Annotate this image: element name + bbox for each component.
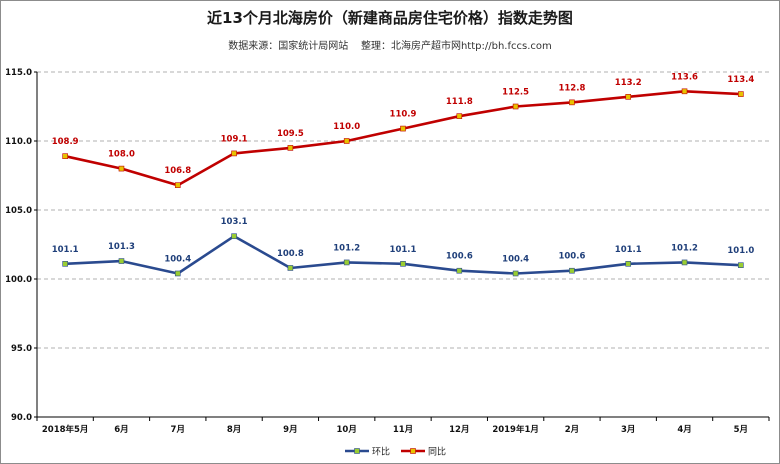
data-label: 110.0 bbox=[333, 122, 360, 132]
series-group: 101.1 101.3 100.4 103.1 100.8 101.2 101.1 100.6… bbox=[52, 72, 754, 277]
x-tick-label: 5月 bbox=[734, 425, 748, 435]
data-label: 101.1 bbox=[615, 245, 642, 255]
data-label: 110.9 bbox=[390, 110, 417, 120]
data-point bbox=[512, 103, 519, 110]
data-point bbox=[174, 270, 181, 277]
x-tick-label: 11月 bbox=[393, 425, 413, 435]
chart-subtitle: 数据来源：国家统计局网站 整理：北海房产超市网http://bh.fccs.co… bbox=[228, 39, 551, 52]
legend-label: 环比 bbox=[372, 446, 390, 458]
data-label: 112.5 bbox=[502, 88, 529, 98]
legend-marker bbox=[410, 448, 416, 454]
data-label: 101.3 bbox=[108, 242, 135, 252]
y-tick-label: 100.0 bbox=[5, 275, 32, 285]
data-label: 109.5 bbox=[277, 129, 304, 139]
x-tick-label: 3月 bbox=[621, 425, 635, 435]
x-tick-labels: 2018年5月 6月 7月 8月 9月 10月 11月 12月 2019年1月 2月 3月 4月 5月 bbox=[42, 424, 748, 435]
x-tick-label: 10月 bbox=[337, 425, 357, 435]
data-point bbox=[287, 145, 294, 151]
chart-title: 近13个月北海房价（新建商品房住宅价格）指数走势图 bbox=[207, 9, 573, 27]
x-tick-label: 6月 bbox=[114, 425, 128, 435]
data-label: 112.8 bbox=[558, 83, 585, 93]
data-label: 113.2 bbox=[615, 78, 642, 88]
legend-item: 同比 bbox=[401, 446, 446, 458]
data-point bbox=[343, 138, 350, 144]
data-point bbox=[512, 270, 519, 277]
y-tick-label: 95.0 bbox=[11, 344, 32, 354]
legend-item: 环比 bbox=[345, 446, 390, 458]
axes bbox=[34, 71, 770, 421]
data-point bbox=[625, 94, 632, 100]
x-tick-label: 2019年1月 bbox=[492, 424, 539, 435]
data-label: 101.1 bbox=[52, 245, 79, 255]
data-label: 100.6 bbox=[558, 252, 585, 262]
data-label: 106.8 bbox=[164, 166, 191, 176]
x-tick-label: 8月 bbox=[227, 425, 241, 435]
data-point bbox=[287, 265, 294, 271]
data-point bbox=[231, 150, 237, 157]
data-label: 101.2 bbox=[333, 243, 360, 253]
y-tick-label: 105.0 bbox=[5, 206, 32, 216]
data-label: 100.8 bbox=[277, 249, 304, 259]
data-point bbox=[231, 233, 237, 240]
data-label: 103.1 bbox=[221, 217, 248, 227]
x-tick-label: 4月 bbox=[677, 425, 691, 435]
series-yoy: 108.9 108.0 106.8 109.1 109.5 110.0 110.9 111.8… bbox=[52, 72, 754, 188]
data-point bbox=[400, 261, 406, 267]
y-tick-label: 110.0 bbox=[5, 137, 32, 147]
data-point bbox=[625, 261, 632, 267]
data-point bbox=[681, 259, 688, 266]
y-tick-labels: 90.0 95.0 100.0 105.0 110.0 115.0 bbox=[5, 68, 32, 423]
data-point bbox=[400, 125, 406, 132]
grid-lines bbox=[37, 71, 769, 349]
data-point bbox=[738, 262, 744, 269]
data-label: 101.0 bbox=[727, 246, 754, 256]
data-label: 108.0 bbox=[108, 150, 135, 160]
data-label: 101.1 bbox=[390, 245, 417, 255]
data-point bbox=[118, 258, 125, 264]
data-point bbox=[738, 91, 744, 97]
data-point bbox=[569, 267, 575, 274]
data-label: 108.9 bbox=[52, 137, 79, 147]
data-point bbox=[343, 259, 350, 266]
data-label: 109.1 bbox=[221, 134, 248, 144]
legend: 环比 同比 bbox=[345, 446, 446, 458]
data-point bbox=[62, 261, 68, 267]
data-point bbox=[174, 182, 181, 188]
y-tick-label: 90.0 bbox=[11, 413, 32, 423]
data-label: 113.4 bbox=[727, 75, 754, 85]
x-tick-label: 9月 bbox=[283, 425, 297, 435]
data-label: 101.2 bbox=[671, 243, 698, 253]
data-point bbox=[62, 153, 68, 159]
series-mom: 101.1 101.3 100.4 103.1 100.8 101.2 101.1 100.6… bbox=[52, 217, 754, 277]
x-tick-label: 2018年5月 bbox=[42, 424, 89, 435]
data-point bbox=[681, 88, 688, 95]
data-label: 100.4 bbox=[164, 254, 191, 264]
data-point bbox=[569, 99, 575, 106]
data-point bbox=[456, 267, 463, 274]
x-tick-label: 7月 bbox=[171, 425, 185, 435]
data-label: 111.8 bbox=[446, 97, 473, 107]
data-label: 113.6 bbox=[671, 72, 698, 82]
data-point bbox=[456, 113, 463, 119]
x-tick-label: 12月 bbox=[449, 425, 469, 435]
data-label: 100.6 bbox=[446, 252, 473, 262]
data-label: 100.4 bbox=[502, 254, 529, 264]
x-tick-label: 2月 bbox=[565, 425, 579, 435]
data-point bbox=[118, 165, 125, 172]
legend-marker bbox=[354, 448, 360, 454]
y-tick-label: 115.0 bbox=[5, 68, 32, 78]
legend-label: 同比 bbox=[428, 446, 446, 458]
